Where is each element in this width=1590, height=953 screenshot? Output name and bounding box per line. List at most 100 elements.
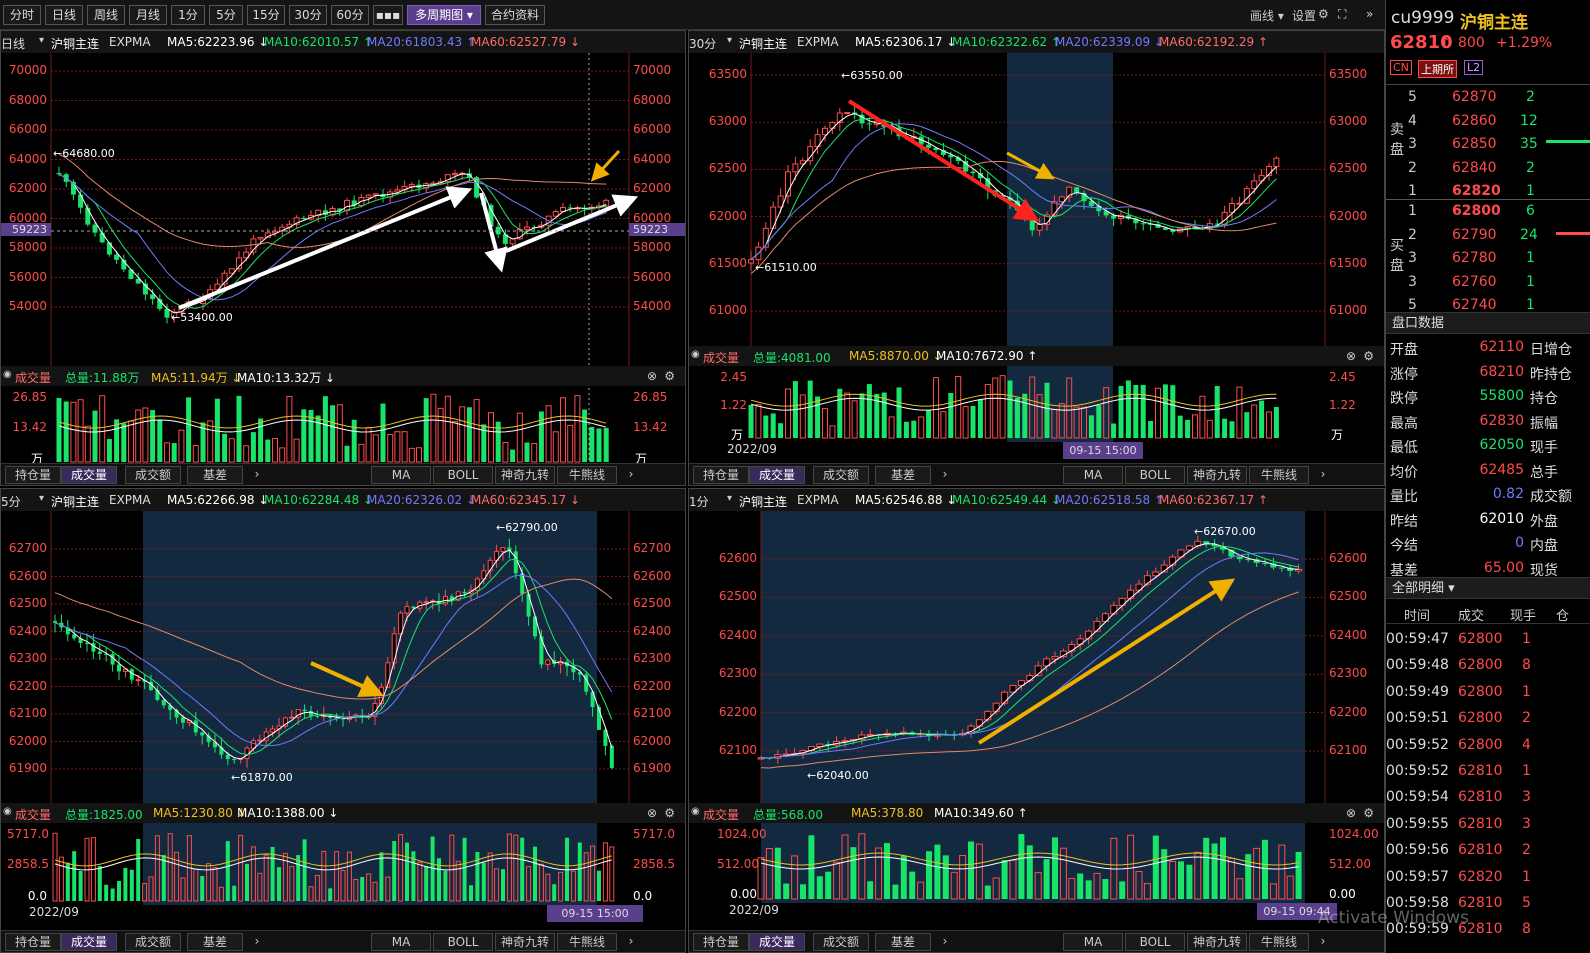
main-indicator-tab-3[interactable]: 牛熊线 [557,933,617,951]
chart-canvas[interactable] [689,489,1384,952]
sub-indicator-tab-2[interactable]: 成交额 [813,933,869,951]
collapse-icon[interactable]: ◉ [691,806,700,817]
draw-line-menu[interactable]: 画线 ▾ [1250,9,1284,23]
chevron-right-icon[interactable]: › [254,467,260,481]
period-button-6[interactable]: 15分 [247,5,285,25]
sub-indicator-tab-3[interactable]: 基差 [875,466,931,484]
sub-indicator-tab-0[interactable]: 持仓量 [693,466,749,484]
sub-indicator-tab-1[interactable]: 成交量 [749,933,805,951]
main-indicator-tab-2[interactable]: 神奇九转 [1187,933,1247,951]
collapse-icon[interactable]: » [1366,7,1374,21]
collapse-icon[interactable]: ◉ [3,369,12,380]
main-indicator-tab-0[interactable]: MA [1063,466,1123,484]
chevron-down-icon[interactable]: ▾ [39,493,45,504]
main-indicator-tab-1[interactable]: BOLL [1125,933,1185,951]
vol-y-label: 1.22 [1329,397,1356,412]
period-button-4[interactable]: 1分 [171,5,205,25]
sub-indicator-tab-2[interactable]: 成交额 [125,466,181,484]
vol-unit: 万 [31,452,44,466]
chart-canvas[interactable] [1,489,685,952]
gear-icon[interactable]: ⚙ [1318,7,1329,21]
close-icon[interactable]: ⊗ [1345,349,1356,363]
buy-row[interactable]: 3 62760 1 [1408,273,1535,290]
depth-title: 盘口数据 [1386,312,1590,334]
fullscreen-icon[interactable]: ⛶ [1338,7,1347,21]
buy-row[interactable]: 3 62780 1 [1408,250,1535,266]
period-button-9[interactable]: ▪▪▪ [373,5,403,25]
gear-icon[interactable]: ⚙ [1363,349,1374,363]
depth-row: 基差 65.00 现货 [1390,559,1558,579]
close-icon[interactable]: ⊗ [646,369,657,383]
buy-row[interactable]: 5 62740 1 [1408,297,1535,313]
period-button-1[interactable]: 日线 [45,5,83,25]
main-indicator-tab-0[interactable]: MA [1063,933,1123,951]
chevron-right-icon[interactable]: › [942,934,948,948]
sub-indicator-tab-1[interactable]: 成交量 [749,466,805,484]
period-button-11[interactable]: 合约资料 [485,5,545,25]
period-button-8[interactable]: 60分 [331,5,369,25]
chart-canvas[interactable] [1,31,685,485]
collapse-icon[interactable]: ◉ [691,349,700,360]
chevron-right-icon[interactable]: › [628,467,634,481]
tick-row: 00:59:58 62810 5 [1386,895,1531,911]
vol-y-label: 2858.5 [7,857,49,872]
period-select[interactable]: 日线 [1,37,26,51]
chevron-down-icon[interactable]: ▾ [39,35,45,46]
chevron-right-icon[interactable]: › [1320,934,1326,948]
period-button-10[interactable]: 多周期图 ▾ [407,5,481,25]
main-indicator-tab-2[interactable]: 神奇九转 [495,933,555,951]
settings-button[interactable]: 设置 [1292,9,1317,23]
gear-icon[interactable]: ⚙ [664,806,675,820]
gear-icon[interactable]: ⚙ [1363,806,1374,820]
sell-row[interactable]: 3 62850 35 [1408,136,1538,152]
main-indicator-tab-3[interactable]: 牛熊线 [557,466,617,484]
period-button-7[interactable]: 30分 [289,5,327,25]
period-select[interactable]: 30分 [689,37,717,51]
chart-canvas[interactable] [689,31,1384,485]
y-axis-label-right: 62300 [1329,666,1368,681]
chevron-right-icon[interactable]: › [254,934,260,948]
main-indicator-tab-1[interactable]: BOLL [433,466,493,484]
vol-y-label: 0.0 [633,889,653,903]
sub-indicator-tab-2[interactable]: 成交额 [813,466,869,484]
sub-indicator-tab-0[interactable]: 持仓量 [5,933,61,951]
chevron-right-icon[interactable]: › [942,467,948,481]
chevron-down-icon[interactable]: ▾ [727,35,733,46]
sub-indicator-tab-2[interactable]: 成交额 [125,933,181,951]
period-select[interactable]: 5分 [1,495,21,509]
period-button-2[interactable]: 周线 [87,5,125,25]
sub-indicator-tab-3[interactable]: 基差 [187,933,243,951]
collapse-icon[interactable]: ◉ [3,806,12,817]
period-button-3[interactable]: 月线 [129,5,167,25]
period-button-0[interactable]: 分时 [3,5,41,25]
gear-icon[interactable]: ⚙ [664,369,675,383]
main-indicator-tab-1[interactable]: BOLL [1125,466,1185,484]
main-indicator-tab-2[interactable]: 神奇九转 [1187,466,1247,484]
sub-indicator-tab-1[interactable]: 成交量 [61,466,117,484]
chevron-down-icon[interactable]: ▾ [727,493,733,504]
chevron-right-icon[interactable]: › [628,934,634,948]
period-select[interactable]: 1分 [689,495,709,509]
main-indicator-tab-1[interactable]: BOLL [433,933,493,951]
sub-indicator-tab-3[interactable]: 基差 [875,933,931,951]
buy-row[interactable]: 2 62790 24 [1408,226,1538,243]
main-indicator-tab-0[interactable]: MA [371,466,431,484]
sub-indicator-tab-3[interactable]: 基差 [187,466,243,484]
sell-row[interactable]: 2 62840 2 [1408,159,1535,176]
close-icon[interactable]: ⊗ [1345,806,1356,820]
main-indicator-tab-2[interactable]: 神奇九转 [495,466,555,484]
sub-indicator-tab-0[interactable]: 持仓量 [693,933,749,951]
main-indicator-tab-3[interactable]: 牛熊线 [1249,933,1309,951]
chevron-right-icon[interactable]: › [1320,467,1326,481]
sell-row[interactable]: 4 62860 12 [1408,112,1538,129]
buy-row[interactable]: 1 62800 6 [1408,203,1535,219]
sell-row[interactable]: 5 62870 2 [1408,89,1535,105]
sub-indicator-tab-1[interactable]: 成交量 [61,933,117,951]
main-indicator-tab-0[interactable]: MA [371,933,431,951]
main-indicator-tab-3[interactable]: 牛熊线 [1249,466,1309,484]
sub-indicator-tab-0[interactable]: 持仓量 [5,466,61,484]
sell-row[interactable]: 1 62820 1 [1408,183,1535,199]
detail-tab[interactable]: 全部明细 ▾ [1386,577,1590,599]
close-icon[interactable]: ⊗ [646,806,657,820]
period-button-5[interactable]: 5分 [209,5,243,25]
